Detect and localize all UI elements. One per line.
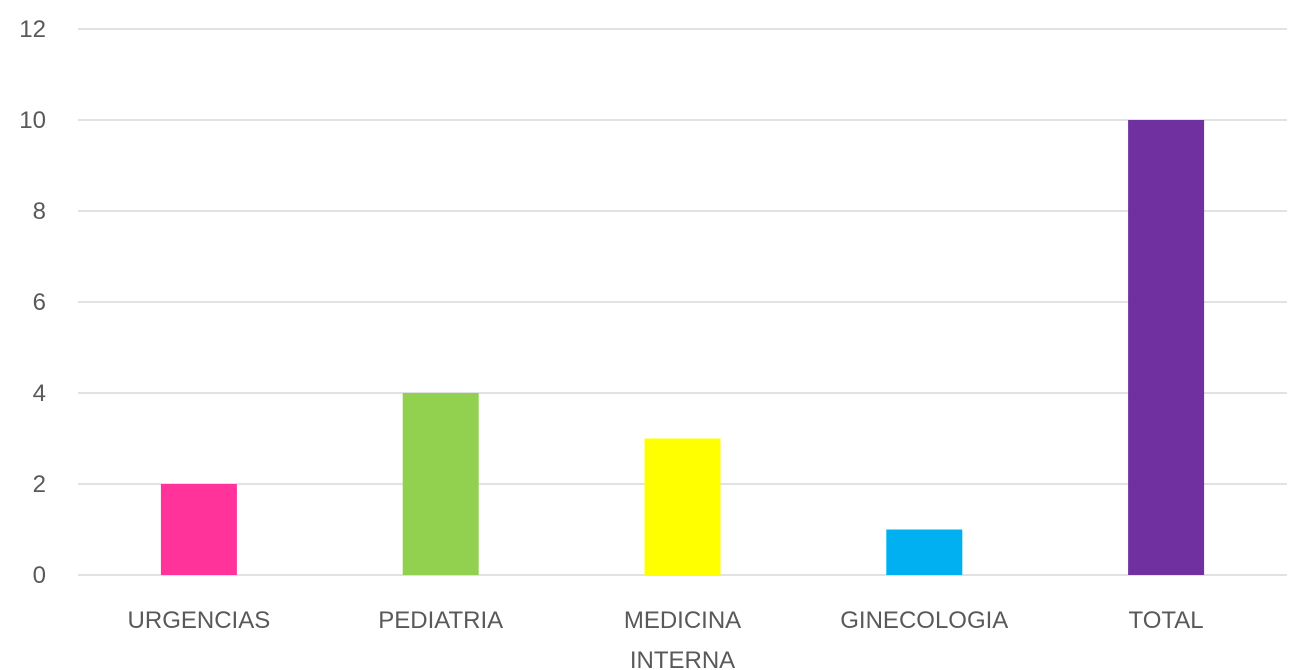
x-category-label: TOTAL	[1129, 607, 1204, 634]
bar	[160, 484, 237, 575]
y-tick-label: 8	[33, 198, 46, 225]
x-axis-labels: URGENCIAS PEDIATRIA MEDICINA INTERNA GINECOL…	[128, 607, 1204, 670]
y-tick-label: 0	[33, 562, 46, 589]
y-tick-label: 12	[19, 16, 46, 43]
y-tick-label: 6	[33, 289, 46, 316]
y-axis-ticks: 0 2 4 6 8 10 12	[19, 16, 46, 589]
x-category-label: PEDIATRIA	[378, 607, 503, 634]
bars	[160, 120, 1205, 575]
x-category-label: MEDICINA	[624, 607, 741, 634]
bar	[1128, 120, 1205, 575]
bar	[644, 438, 721, 575]
x-category-label: INTERNA	[630, 647, 735, 670]
gridlines	[78, 28, 1287, 576]
x-category-label: GINECOLOGIA	[840, 607, 1008, 634]
y-tick-label: 10	[19, 107, 46, 134]
x-category-label: URGENCIAS	[128, 607, 271, 634]
y-tick-label: 2	[33, 471, 46, 498]
bar	[402, 393, 479, 575]
y-tick-label: 4	[33, 380, 46, 407]
bar	[886, 529, 963, 575]
